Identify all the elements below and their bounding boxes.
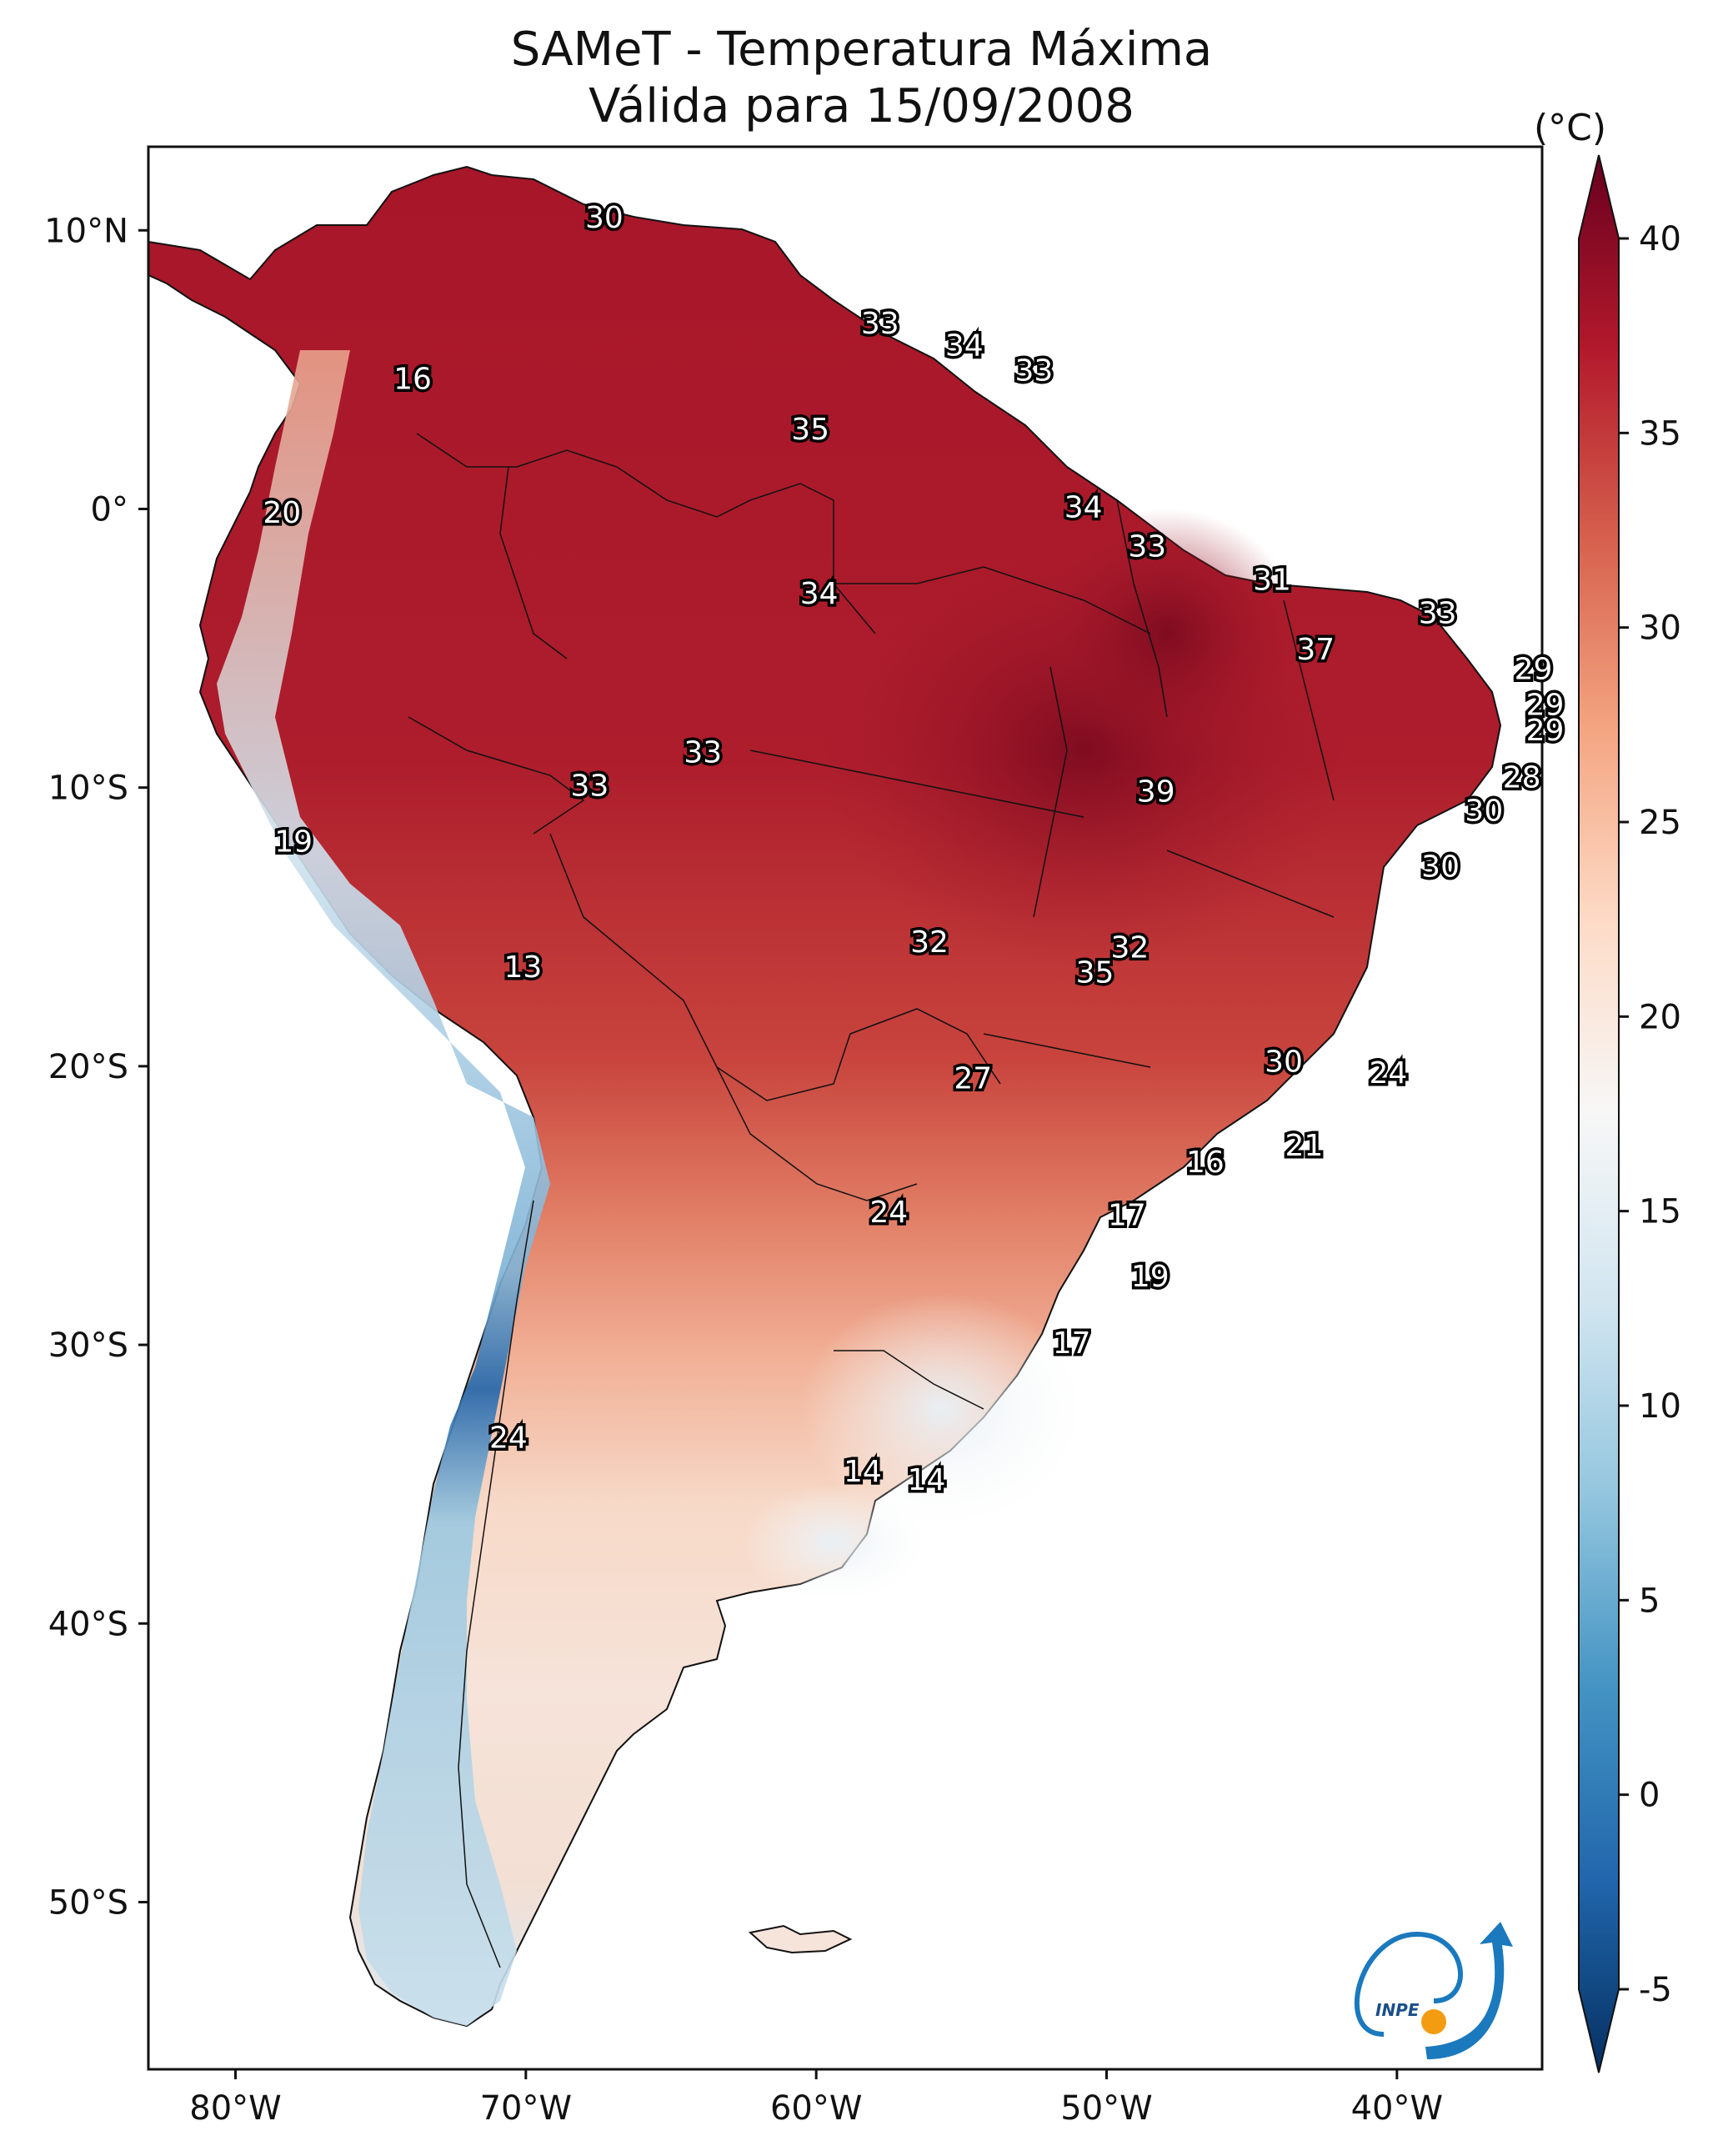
station-value: 33	[1128, 529, 1166, 564]
lon-tick-label: 60°W	[770, 2089, 862, 2128]
station-value: 33	[1419, 596, 1457, 630]
station-value: 30	[1265, 1045, 1303, 1080]
station-value: 32	[1110, 931, 1149, 965]
station-value: 24	[1369, 1056, 1407, 1091]
station-value: 27	[954, 1062, 992, 1096]
lon-tick-label: 40°W	[1351, 2089, 1443, 2128]
station-value: 14	[844, 1455, 882, 1489]
colorbar-tick-label: 10	[1639, 1387, 1681, 1426]
inpe-arrow-icon	[1425, 1922, 1513, 2059]
inpe-swirl-icon	[1354, 1931, 1463, 2037]
station-value: 39	[1137, 775, 1175, 809]
station-value: 29	[1526, 714, 1565, 748]
station-value: 14	[908, 1463, 946, 1497]
map-frame	[147, 145, 1544, 2071]
station-value: 17	[1108, 1198, 1146, 1232]
lon-tick-label: 70°W	[480, 2089, 572, 2128]
lat-tick-label: 40°S	[48, 1605, 128, 1643]
colorbar-tick-label: 20	[1639, 998, 1681, 1036]
colorbar-ticks: 40 35 30 25 20 15 10 5 0 -5	[1619, 220, 1681, 2009]
station-value: 35	[791, 413, 829, 447]
colorbar-tick-label: 40	[1639, 220, 1681, 258]
hot-zone-northeast	[1034, 509, 1300, 759]
colorbar-tick-label: 25	[1639, 804, 1681, 842]
station-value: 30	[585, 201, 624, 235]
station-value: 30	[1465, 795, 1503, 829]
colorbar-bar	[1578, 154, 1620, 2073]
colorbar-tick-label: 15	[1639, 1193, 1681, 1231]
station-value: 28	[1503, 761, 1541, 795]
lon-tick-label: 80°W	[189, 2089, 281, 2128]
land-layer	[148, 165, 1502, 2028]
cool-zone-buenos-aires	[742, 1484, 925, 1601]
station-value: 24	[869, 1196, 908, 1230]
colorbar-tick-label: -5	[1639, 1971, 1672, 2009]
station-value: 19	[1131, 1260, 1170, 1294]
inpe-text: INPE	[1375, 2000, 1420, 2020]
andes-cold-band	[217, 350, 550, 2026]
station-value: 37	[1296, 633, 1335, 667]
colorbar-unit: (°C)	[1534, 107, 1607, 149]
lat-tick-label: 0°	[91, 490, 128, 529]
station-value: 21	[1285, 1129, 1323, 1163]
lat-tick-label: 10°N	[44, 212, 128, 250]
station-value: 33	[861, 307, 899, 341]
station-value: 13	[503, 950, 542, 985]
colorbar-tick-label: 0	[1639, 1777, 1660, 1815]
colorbar-tick-label: 5	[1639, 1582, 1660, 1620]
falkland-islands	[748, 1924, 853, 1954]
latitude-axis: 10°N 0° 10°S 20°S 30°S 40°S 50°S	[44, 212, 148, 1922]
station-value: 33	[1015, 354, 1054, 389]
lat-tick-label: 20°S	[48, 1048, 128, 1086]
lat-tick-label: 50°S	[48, 1883, 128, 1922]
station-value: 32	[910, 925, 949, 960]
lat-tick-label: 30°S	[48, 1326, 128, 1365]
station-value: 19	[274, 825, 313, 860]
map-title-line2: Válida para 15/09/2008	[589, 79, 1134, 133]
inpe-sun-icon	[1421, 2009, 1446, 2034]
longitude-axis: 80°W 70°W 60°W 50°W 40°W	[189, 2069, 1443, 2128]
station-value: 17	[1053, 1326, 1091, 1361]
country-borders	[408, 433, 1335, 1968]
station-value: 29	[1515, 652, 1553, 686]
station-value: 33	[571, 770, 609, 804]
lon-tick-label: 50°W	[1060, 2089, 1152, 2128]
colorbar-tick-label: 30	[1639, 609, 1681, 648]
station-value: 24	[489, 1421, 528, 1456]
inpe-logo: INPE	[1354, 1922, 1513, 2059]
map-title-line1: SAMeT - Temperatura Máxima	[510, 23, 1213, 77]
station-value: 35	[1076, 956, 1114, 990]
station-value: 34	[1064, 490, 1103, 524]
station-value: 31	[1253, 563, 1291, 597]
colorbar-tick-label: 35	[1639, 414, 1681, 453]
station-value: 16	[393, 363, 432, 397]
station-value: 20	[263, 496, 301, 530]
station-value: 30	[1421, 850, 1460, 885]
station-value: 16	[1186, 1146, 1225, 1180]
station-value: 34	[945, 329, 984, 364]
station-value: 33	[684, 736, 722, 770]
station-value: 29	[1526, 689, 1565, 723]
lat-tick-label: 10°S	[48, 770, 128, 808]
station-value: 34	[800, 577, 839, 611]
colorbar: 40 35 30 25 20 15 10 5 0 -5	[1578, 154, 1681, 2073]
